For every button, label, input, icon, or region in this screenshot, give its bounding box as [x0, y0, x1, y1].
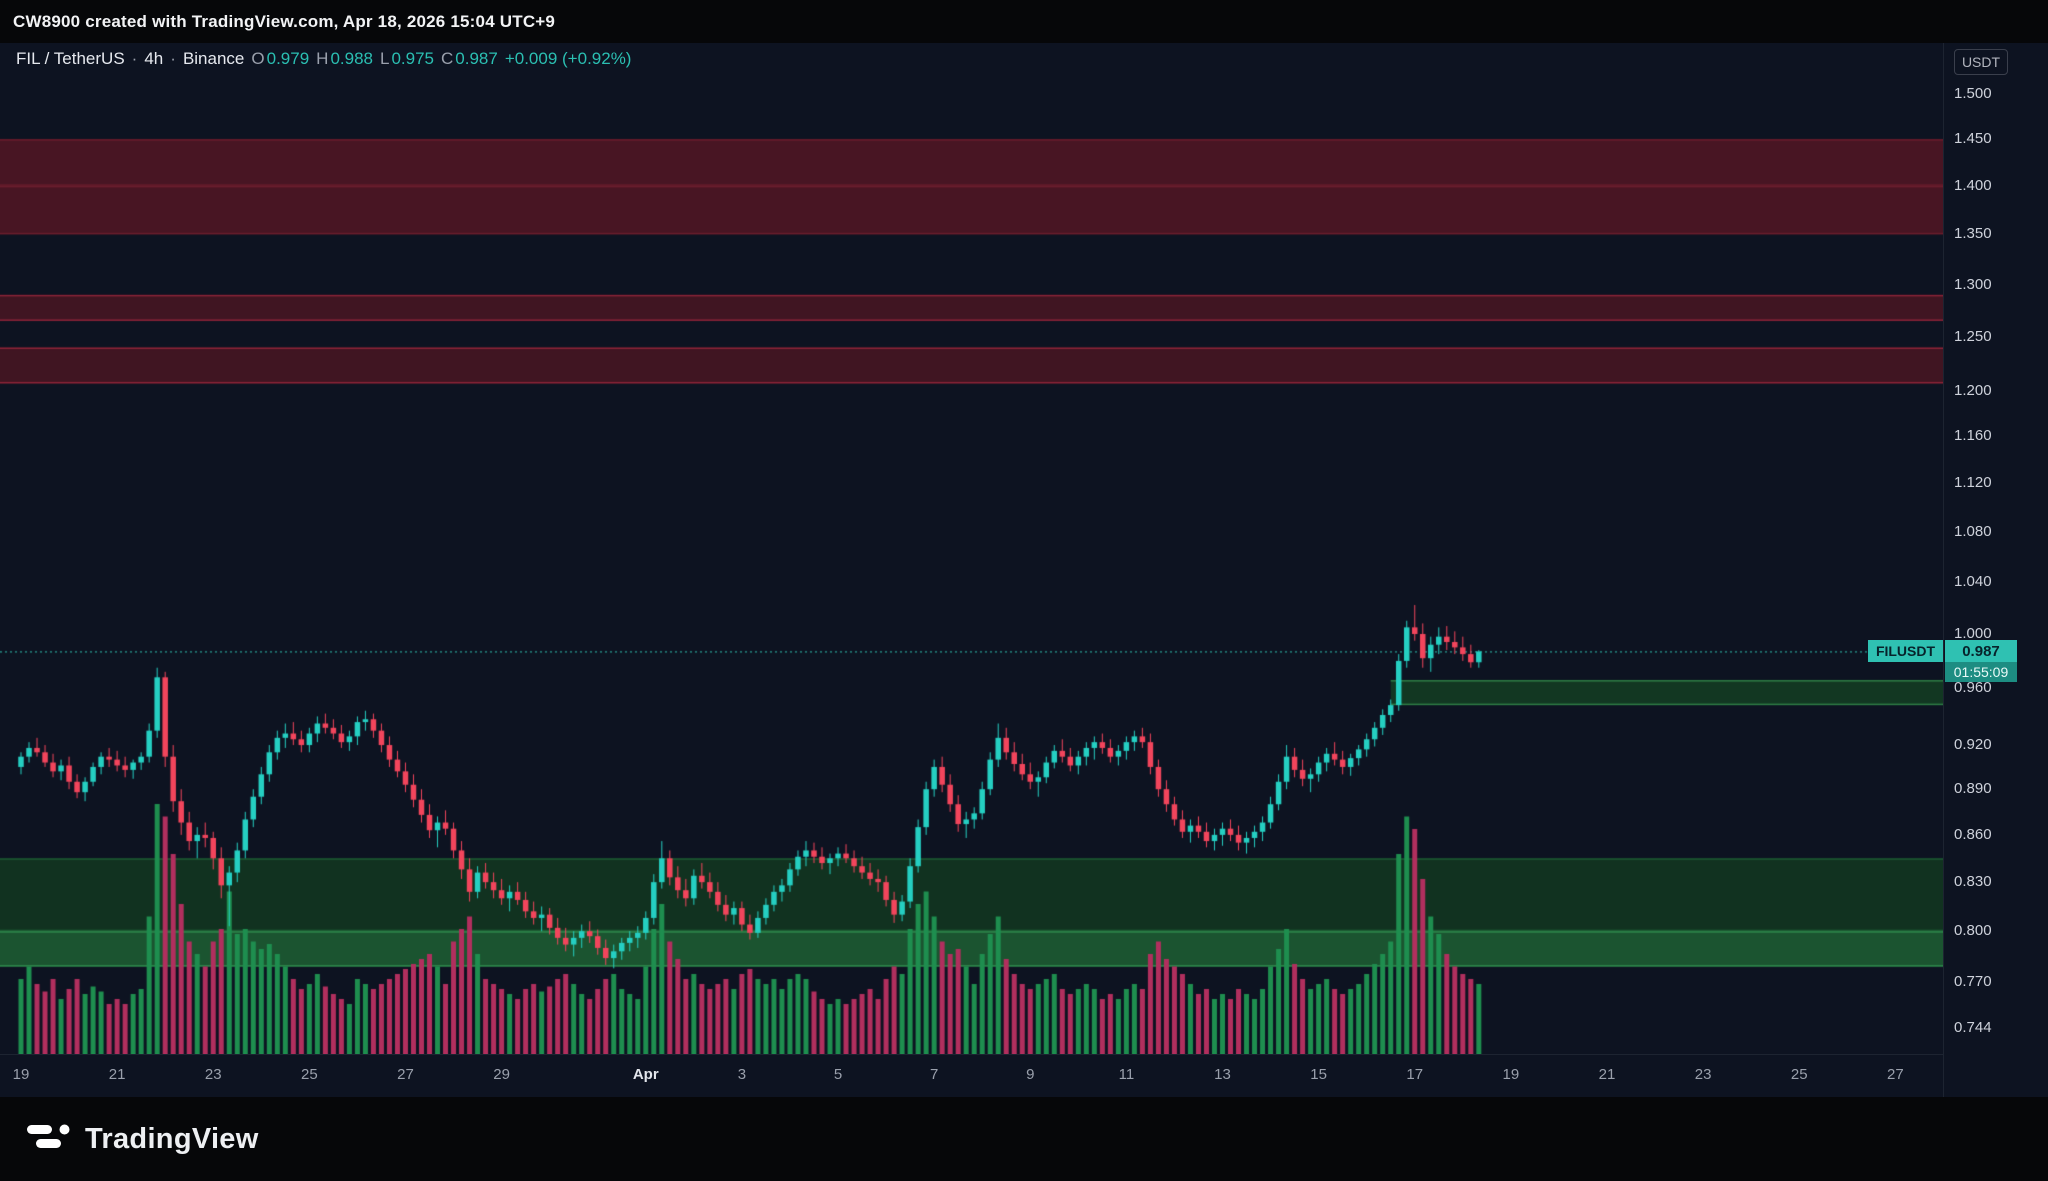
ohlc-high: H 0.988 — [316, 49, 373, 69]
price-tick-1.000: 1.000 — [1954, 624, 1992, 642]
price-tick-0.860: 0.860 — [1954, 825, 1992, 843]
time-label-21: 21 — [108, 1066, 126, 1083]
close-value: 0.987 — [455, 49, 498, 68]
price-tick-1.120: 1.120 — [1954, 474, 1992, 492]
price-tick-0.890: 0.890 — [1954, 780, 1992, 798]
time-label-23: 23 — [204, 1066, 222, 1083]
time-label-25: 25 — [301, 1066, 318, 1083]
price-tick-1.500: 1.500 — [1954, 85, 1992, 102]
change-value: +0.009 (+0.92%) — [504, 49, 632, 68]
ohlc-close: C 0.987 — [441, 49, 498, 69]
time-label-15: 15 — [1310, 1066, 1327, 1083]
price-tick-1.350: 1.350 — [1954, 225, 1992, 243]
price-tick-1.400: 1.400 — [1954, 176, 1992, 194]
price-tick-1.250: 1.250 — [1954, 327, 1992, 345]
attribution-text: CW8900 created with TradingView.com, Apr… — [13, 11, 556, 31]
ohlc-low: L 0.975 — [380, 49, 434, 69]
bar-countdown-badge: 01:55:09 — [1945, 662, 2017, 683]
time-label-19: 19 — [1502, 1066, 1520, 1083]
separator: · — [170, 49, 176, 68]
close-label: C — [441, 49, 454, 68]
time-label-25: 25 — [1790, 1066, 1808, 1083]
time-label-29: 29 — [493, 1066, 510, 1083]
time-label-7: 7 — [929, 1066, 939, 1083]
price-tick-1.040: 1.040 — [1954, 572, 1992, 590]
open-value: 0.979 — [266, 49, 310, 68]
low-label: L — [379, 49, 390, 68]
time-label-23: 23 — [1694, 1066, 1712, 1083]
symbol-info-bar: FIL / TetherUS · 4h · Binance O 0.979 H … — [16, 49, 631, 69]
price-axis[interactable]: USDT 0.987 01:55:09 1.500 1.450 1.400 1.350… — [1943, 0, 2048, 1097]
high-label: H — [316, 49, 329, 68]
price-tick-1.160: 1.160 — [1954, 427, 1992, 445]
separator: · — [131, 49, 138, 68]
price-tick-1.450: 1.450 — [1954, 130, 1992, 148]
currency-toggle-badge[interactable]: USDT — [1954, 49, 2008, 75]
price-tick-0.744: 0.744 — [1954, 1018, 1992, 1036]
price-tick-1.300: 1.300 — [1954, 275, 1992, 293]
time-label-9: 9 — [1026, 1066, 1035, 1083]
time-label-3: 3 — [737, 1066, 747, 1083]
price-chart-canvas[interactable] — [0, 0, 1943, 1054]
time-label-13: 13 — [1214, 1066, 1231, 1083]
exchange-label[interactable]: Binance — [182, 49, 245, 68]
time-label-11: 11 — [1118, 1066, 1135, 1083]
last-price-badge: 0.987 — [1945, 640, 2017, 663]
price-tick-0.830: 0.830 — [1954, 873, 1992, 891]
price-tick-0.960: 0.960 — [1954, 679, 1992, 697]
time-label-17: 17 — [1406, 1066, 1424, 1083]
open-label: O — [251, 49, 265, 68]
footer: TradingView — [0, 1097, 2048, 1181]
price-tick-0.920: 0.920 — [1954, 736, 1992, 754]
ohlc-open: O 0.979 — [251, 49, 309, 69]
high-value: 0.988 — [330, 49, 373, 68]
attribution-bar: CW8900 created with TradingView.com, Apr… — [0, 0, 2048, 43]
tradingview-logo-icon[interactable] — [26, 1122, 72, 1157]
symbol-price-label: FILUSDT — [1868, 640, 1943, 663]
tradingview-brand-text[interactable]: TradingView — [85, 1122, 259, 1155]
symbol-name[interactable]: FIL / TetherUS — [16, 49, 125, 68]
time-label-27: 27 — [397, 1066, 414, 1083]
price-tick-0.800: 0.800 — [1954, 922, 1992, 940]
price-tick-0.770: 0.770 — [1954, 973, 1992, 991]
low-value: 0.975 — [391, 49, 434, 68]
time-label-27: 27 — [1886, 1066, 1904, 1083]
time-label-21: 21 — [1598, 1066, 1616, 1083]
time-axis[interactable]: 19 21 23 25 27 29 Apr 3 5 7 9 11 13 15 17 19 21 23 25 27 — [0, 1054, 1943, 1097]
time-label-19: 19 — [12, 1066, 30, 1083]
time-label-5: 5 — [833, 1066, 843, 1083]
price-tick-1.200: 1.200 — [1954, 382, 1992, 400]
price-tick-1.080: 1.080 — [1954, 522, 1992, 540]
interval-label[interactable]: 4h — [144, 49, 164, 68]
time-label-Apr: Apr — [632, 1066, 659, 1083]
